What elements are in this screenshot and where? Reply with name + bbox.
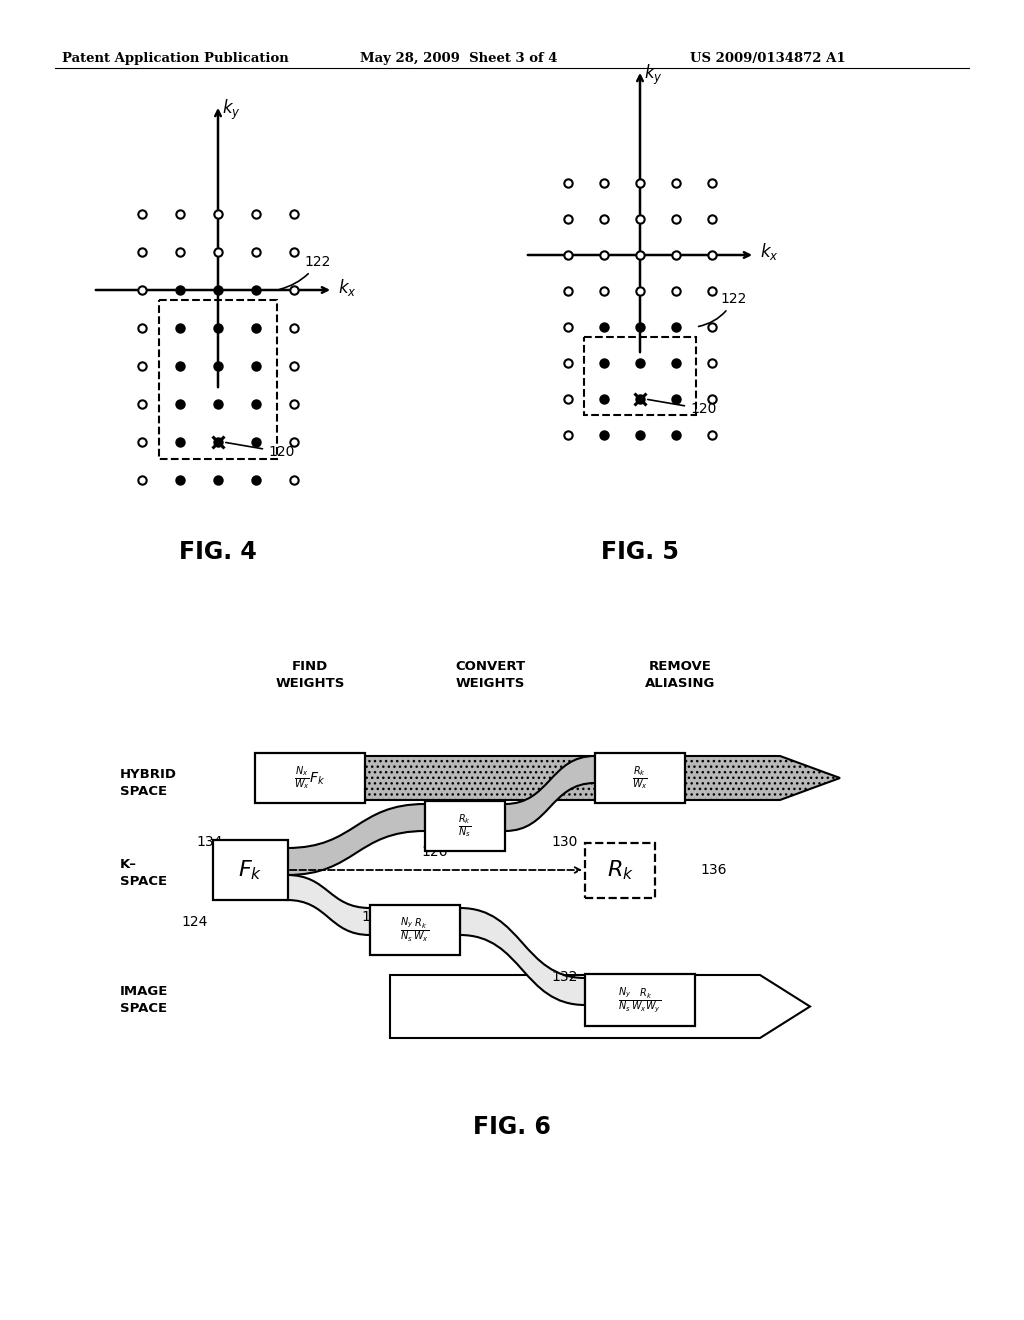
PathPatch shape [460,908,585,1005]
Text: FIG. 6: FIG. 6 [473,1115,551,1139]
FancyBboxPatch shape [255,752,365,803]
Text: $\frac{N_x}{W_x}F_k$: $\frac{N_x}{W_x}F_k$ [294,764,326,792]
Text: FIG. 5: FIG. 5 [601,540,679,564]
Text: CONVERT
WEIGHTS: CONVERT WEIGHTS [455,660,525,690]
FancyBboxPatch shape [585,974,695,1026]
PathPatch shape [287,804,425,875]
Text: 132: 132 [552,970,579,983]
Text: 126: 126 [422,845,449,859]
Text: FIND
WEIGHTS: FIND WEIGHTS [275,660,345,690]
Bar [585,337,695,416]
Text: $k_y$: $k_y$ [644,63,663,87]
Polygon shape [270,756,840,800]
Text: 134: 134 [197,836,223,849]
Text: $F_k$: $F_k$ [238,858,262,882]
Polygon shape [390,975,810,1038]
Text: Patent Application Publication: Patent Application Publication [62,51,289,65]
Text: IMAGE
SPACE: IMAGE SPACE [120,985,168,1015]
Text: US 2009/0134872 A1: US 2009/0134872 A1 [690,51,846,65]
Text: FIG. 4: FIG. 4 [179,540,257,564]
Text: May 28, 2009  Sheet 3 of 4: May 28, 2009 Sheet 3 of 4 [360,51,557,65]
Text: 122: 122 [280,255,332,289]
Text: 120: 120 [225,442,294,459]
Text: 120: 120 [648,400,717,416]
Text: 122: 122 [698,292,748,326]
Bar [159,301,276,459]
PathPatch shape [287,875,370,935]
FancyBboxPatch shape [595,752,685,803]
FancyBboxPatch shape [425,801,505,851]
Text: 128: 128 [361,909,388,924]
Text: $k_y$: $k_y$ [222,98,241,123]
PathPatch shape [505,756,595,832]
FancyBboxPatch shape [370,906,460,954]
Text: $k_x$: $k_x$ [760,242,778,263]
Text: $\frac{R_k}{W_x}$: $\frac{R_k}{W_x}$ [632,764,648,792]
Text: 136: 136 [700,863,726,876]
Text: $k_x$: $k_x$ [338,276,356,297]
FancyBboxPatch shape [585,842,655,898]
Text: HYBRID
SPACE: HYBRID SPACE [120,768,177,799]
FancyBboxPatch shape [213,840,288,900]
Text: $R_k$: $R_k$ [606,858,634,882]
Text: 130: 130 [552,836,579,849]
Text: K–
SPACE: K– SPACE [120,858,167,888]
Text: $\frac{N_y}{N_s}\frac{R_k}{W_x W_y}$: $\frac{N_y}{N_s}\frac{R_k}{W_x W_y}$ [618,985,662,1015]
Text: 124: 124 [182,915,208,929]
Text: $\frac{R_k}{N_s}$: $\frac{R_k}{N_s}$ [459,812,471,840]
Text: $\frac{N_y}{N_s}\frac{R_k}{W_x}$: $\frac{N_y}{N_s}\frac{R_k}{W_x}$ [400,915,430,945]
Text: REMOVE
ALIASING: REMOVE ALIASING [645,660,715,690]
